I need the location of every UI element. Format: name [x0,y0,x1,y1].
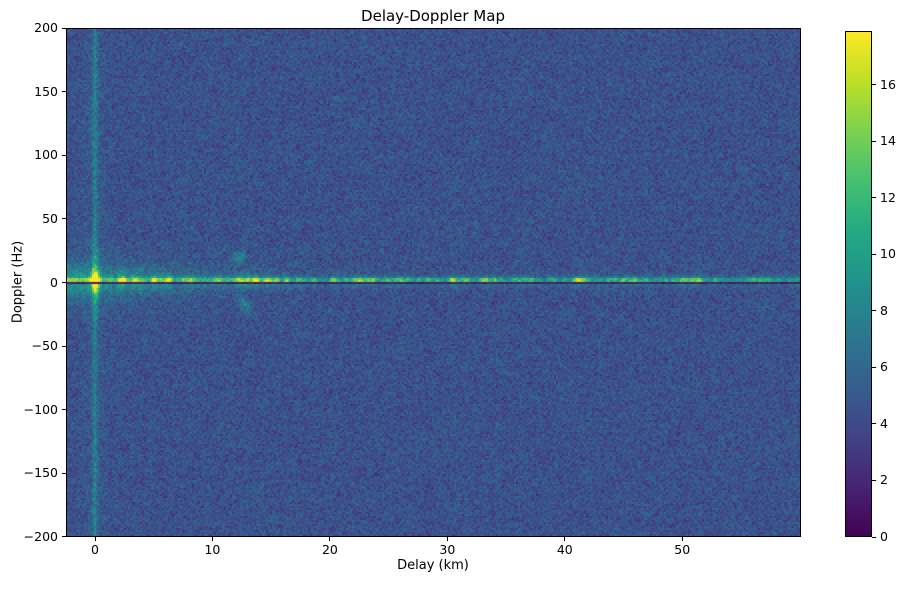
colorbar-tick-label: 14 [880,132,896,148]
y-tick-mark [62,536,66,538]
y-tick-mark [62,345,66,347]
colorbar-tick-label: 12 [880,189,896,205]
x-tick-label: 20 [321,542,338,557]
colorbar-tick-mark [872,479,876,481]
colorbar-tick-mark [872,366,876,368]
heatmap-canvas [66,28,801,537]
colorbar-tick-mark [872,253,876,255]
x-tick-label: 10 [204,542,221,557]
y-tick-label: −100 [23,401,58,417]
colorbar-tick-label: 2 [880,472,888,488]
colorbar-tick-mark [872,536,876,538]
colorbar-tick-mark [872,84,876,86]
x-tick-label: 50 [674,542,691,557]
y-tick-label: −150 [23,464,58,480]
y-tick-mark [62,409,66,411]
x-tick-label: 30 [439,542,456,557]
colorbar-tick-label: 0 [880,528,888,544]
y-tick-mark [62,154,66,156]
chart-title: Delay-Doppler Map [361,7,505,25]
y-tick-label: −50 [31,337,58,353]
y-tick-label: −200 [23,528,58,544]
y-tick-label: 150 [34,83,58,99]
y-tick-mark [62,472,66,474]
colorbar-tick-mark [872,423,876,425]
x-tick-mark [564,537,566,541]
x-tick-mark [681,537,683,541]
y-tick-mark [62,218,66,220]
y-tick-label: 50 [42,210,58,226]
colorbar-tick-label: 8 [880,302,888,318]
x-axis-label: Delay (km) [397,558,469,573]
x-tick-mark [211,537,213,541]
colorbar-tick-label: 16 [880,76,896,92]
y-tick-label: 200 [34,20,58,35]
y-tick-mark [62,27,66,29]
x-tick-mark [446,537,448,541]
x-tick-label: 0 [91,542,99,557]
y-tick-label: 0 [50,274,58,290]
colorbar-tick-mark [872,310,876,312]
colorbar-tick-mark [872,197,876,199]
colorbar-tick-label: 10 [880,246,896,262]
y-tick-mark [62,91,66,93]
x-tick-mark [329,537,331,541]
colorbar-tick-mark [872,140,876,142]
colorbar-canvas [845,31,872,537]
y-tick-label: 100 [34,147,58,163]
colorbar-tick-label: 4 [880,415,888,431]
y-axis-label: Doppler (Hz) [10,240,26,324]
y-tick-mark [62,282,66,283]
x-tick-label: 40 [556,542,573,557]
x-tick-mark [94,537,96,541]
colorbar-tick-label: 6 [880,359,888,375]
